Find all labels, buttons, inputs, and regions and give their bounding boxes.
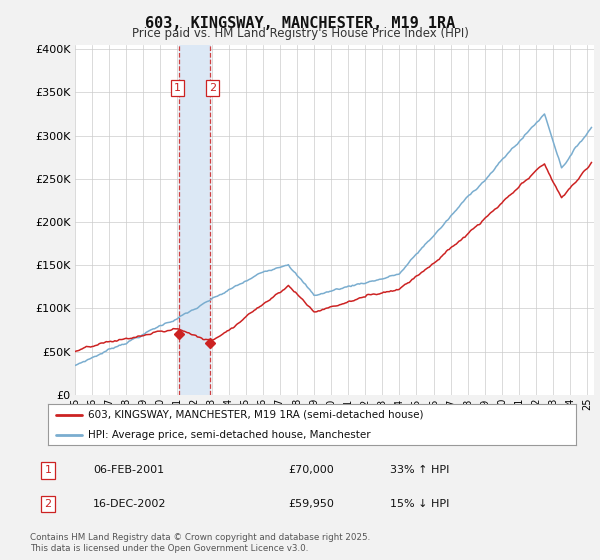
Text: 2: 2 xyxy=(209,83,216,93)
Text: 33% ↑ HPI: 33% ↑ HPI xyxy=(390,465,449,475)
Text: Price paid vs. HM Land Registry's House Price Index (HPI): Price paid vs. HM Land Registry's House … xyxy=(131,27,469,40)
Text: 16-DEC-2002: 16-DEC-2002 xyxy=(93,499,167,509)
Text: 15% ↓ HPI: 15% ↓ HPI xyxy=(390,499,449,509)
Text: 1: 1 xyxy=(174,83,181,93)
Text: £59,950: £59,950 xyxy=(288,499,334,509)
Text: HPI: Average price, semi-detached house, Manchester: HPI: Average price, semi-detached house,… xyxy=(88,430,370,440)
Text: 2: 2 xyxy=(44,499,52,509)
Text: 06-FEB-2001: 06-FEB-2001 xyxy=(93,465,164,475)
Bar xyxy=(179,45,210,395)
Text: Contains HM Land Registry data © Crown copyright and database right 2025.
This d: Contains HM Land Registry data © Crown c… xyxy=(30,533,370,553)
Text: 1: 1 xyxy=(44,465,52,475)
Text: 603, KINGSWAY, MANCHESTER, M19 1RA (semi-detached house): 603, KINGSWAY, MANCHESTER, M19 1RA (semi… xyxy=(88,410,423,420)
Text: £70,000: £70,000 xyxy=(288,465,334,475)
Text: 603, KINGSWAY, MANCHESTER, M19 1RA: 603, KINGSWAY, MANCHESTER, M19 1RA xyxy=(145,16,455,31)
